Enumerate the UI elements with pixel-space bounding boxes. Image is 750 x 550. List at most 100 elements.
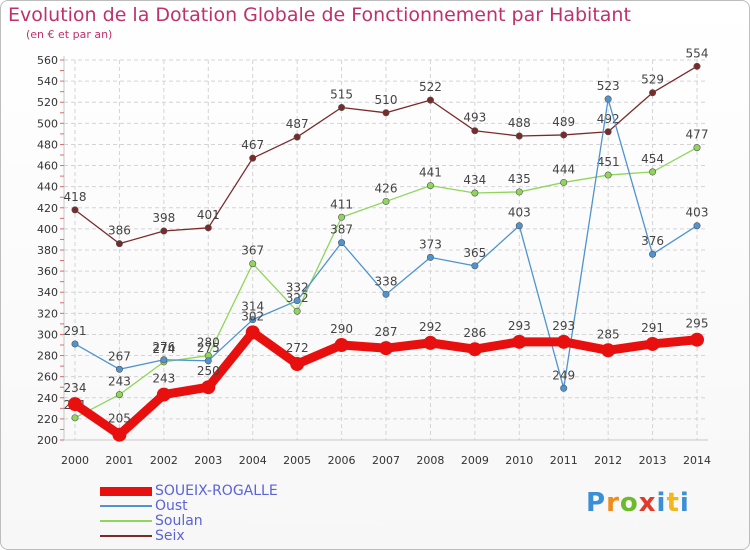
data-point [604,128,612,136]
data-label: 291 [64,324,87,338]
data-label: 467 [241,138,264,152]
data-point [426,182,434,190]
x-tick-label: 2000 [61,454,89,467]
data-label: 332 [286,281,309,295]
data-point [115,240,123,248]
data-point [515,132,523,140]
data-point [382,197,390,205]
data-point [423,335,438,350]
x-tick-label: 2006 [328,454,356,467]
data-label: 272 [286,341,309,355]
data-point [645,336,660,351]
data-label: 487 [286,117,309,131]
y-tick-label: 380 [37,244,58,257]
data-label: 291 [641,321,664,335]
data-label: 489 [552,115,575,129]
data-label: 276 [152,340,175,354]
legend-swatch [100,520,152,522]
data-point [515,188,523,196]
data-point [426,96,434,104]
data-label: 435 [508,172,531,186]
data-label: 411 [330,197,353,211]
x-tick-label: 2010 [505,454,533,467]
data-label: 250 [197,364,220,378]
data-label: 403 [686,206,709,220]
data-point [471,127,479,135]
legend-label: Seix [155,528,185,544]
data-point [249,154,257,162]
data-label: 280 [197,336,220,350]
data-point [245,325,260,340]
data-label: 441 [419,166,442,180]
data-label: 267 [108,349,131,363]
data-point [604,95,612,103]
data-label: 522 [419,80,442,94]
data-label: 302 [241,309,264,323]
y-tick-label: 300 [37,328,58,341]
data-point [693,144,701,152]
y-tick-label: 540 [37,75,58,88]
data-label: 275 [197,341,220,355]
data-point [467,342,482,357]
data-point [693,62,701,70]
x-tick-label: 2005 [283,454,311,467]
data-point [338,239,346,247]
data-label: 426 [375,181,398,195]
data-point [649,250,657,258]
data-label: 403 [508,206,531,220]
data-label: 314 [241,300,264,314]
y-tick-label: 320 [37,307,58,320]
data-label: 398 [152,211,175,225]
data-point [71,414,79,422]
data-point [690,332,704,347]
y-tick-label: 520 [37,96,58,109]
data-label: 293 [552,319,575,333]
data-point [290,357,305,371]
data-label: 554 [686,46,709,60]
data-label: 286 [463,326,486,340]
x-tick-label: 2014 [683,454,711,467]
x-tick-label: 2009 [461,454,489,467]
chart-subtitle: (en € et par an) [26,28,113,41]
data-point [649,168,657,176]
x-tick-label: 2008 [416,454,444,467]
legend-swatch [100,535,152,537]
y-tick-label: 440 [37,181,58,194]
data-label: 287 [375,325,398,339]
x-tick-label: 2004 [239,454,267,467]
data-label: 285 [597,327,620,341]
data-label: 493 [463,111,486,125]
x-tick-label: 2013 [639,454,667,467]
data-label: 387 [330,223,353,237]
y-tick-label: 480 [37,138,58,151]
data-point [601,343,616,358]
data-point [201,380,216,395]
data-label: 454 [641,152,664,166]
data-point [512,334,527,349]
x-tick-label: 2007 [372,454,400,467]
chart-title: Evolution de la Dotation Globale de Fonc… [8,4,631,26]
data-label: 367 [241,244,264,258]
data-label: 444 [552,162,575,176]
data-label: 523 [597,79,620,93]
data-label: 295 [686,317,709,331]
x-tick-label: 2012 [594,454,622,467]
data-label: 373 [419,237,442,251]
data-label: 451 [597,155,620,169]
data-point [249,260,257,268]
data-point [338,104,346,112]
data-label: 274 [152,342,175,356]
data-point [338,213,346,221]
data-point [160,356,168,364]
y-tick-label: 240 [37,392,58,405]
data-point [204,357,212,365]
data-label: 205 [108,412,131,426]
x-tick-label: 2002 [150,454,178,467]
x-tick-label: 2001 [105,454,133,467]
data-point [560,131,568,139]
y-tick-label: 560 [37,54,58,67]
x-tick-label: 2011 [550,454,578,467]
data-label: 401 [197,208,220,222]
